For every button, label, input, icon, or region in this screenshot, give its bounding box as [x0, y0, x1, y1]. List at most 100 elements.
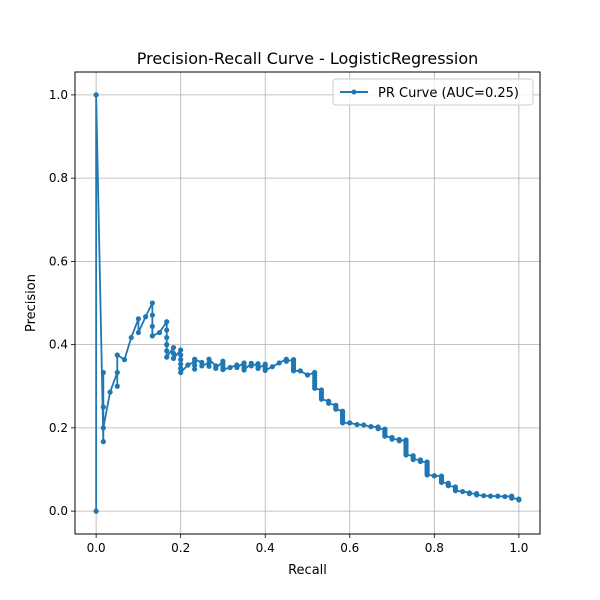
- y-tick-label: 0.6: [49, 254, 68, 268]
- pr-curve-point: [502, 493, 508, 500]
- pr-curve-point: [375, 426, 381, 432]
- pr-curve-point: [107, 389, 113, 395]
- pr-curve-point: [170, 355, 177, 361]
- pr-curve-point: [403, 452, 409, 458]
- pr-curve-point: [304, 372, 311, 378]
- pr-curve-point: [178, 369, 184, 376]
- legend-marker-sample: [351, 89, 357, 95]
- pr-curve-point: [318, 396, 325, 402]
- x-axis-label: Recall: [288, 563, 327, 578]
- pr-curve-point: [178, 352, 184, 358]
- pr-curve-point: [135, 329, 142, 336]
- pr-curve-point: [164, 342, 170, 348]
- pr-curve-point: [396, 438, 402, 444]
- pr-curve-point: [431, 473, 437, 479]
- pr-curve-point: [460, 488, 466, 495]
- y-tick-label: 0.4: [49, 338, 68, 352]
- pr-curve-point: [206, 356, 212, 362]
- pr-curve-point: [100, 404, 106, 410]
- y-axis-label: Precision: [24, 274, 39, 332]
- pr-curve-point: [121, 357, 128, 363]
- pr-curve-point: [466, 491, 472, 497]
- pr-curve-point: [149, 300, 155, 306]
- y-tick-label: 0.0: [49, 504, 68, 518]
- pr-curve-point: [361, 422, 367, 428]
- pr-curve-point: [192, 356, 198, 362]
- pr-curve-point: [339, 420, 346, 426]
- pr-curve-point: [128, 334, 134, 341]
- pr-curve-point: [100, 369, 106, 376]
- pr-curve-point: [354, 421, 360, 428]
- pr-curve-point: [164, 327, 170, 333]
- pr-curve-point: [164, 334, 170, 341]
- y-tick-label: 0.2: [49, 421, 68, 435]
- pr-curve-point: [445, 483, 451, 489]
- pr-curve-point: [389, 436, 395, 442]
- pr-curve-point: [178, 357, 184, 363]
- pr-curve-point: [347, 420, 353, 426]
- pr-curve-point: [509, 495, 515, 501]
- pr-curve-point: [248, 363, 254, 369]
- pr-curve-point: [213, 365, 219, 371]
- pr-curve-point: [149, 312, 155, 318]
- pr-curve-point: [156, 329, 163, 336]
- pr-curve-point: [326, 400, 332, 406]
- pr-curve-point: [333, 406, 339, 412]
- y-tick-label: 1.0: [49, 88, 68, 102]
- pr-curve-point: [143, 314, 149, 320]
- pr-curve-point: [114, 352, 120, 358]
- pr-curve-point: [178, 361, 184, 367]
- pr-curve-point: [100, 439, 106, 445]
- pr-curve-point: [262, 367, 268, 374]
- pr-curve-point: [312, 385, 318, 391]
- x-tick-label: 0.0: [87, 541, 106, 555]
- plot-frame: [74, 71, 541, 535]
- pr-curve-point: [192, 362, 198, 369]
- series-layer: [93, 92, 522, 514]
- pr-curve-point: [438, 479, 445, 485]
- x-tick-label: 0.6: [340, 541, 359, 555]
- pr-curve-point: [114, 369, 120, 376]
- pr-curve-point: [487, 493, 494, 499]
- pr-curve-point: [276, 360, 282, 366]
- pr-curve-point: [220, 366, 226, 373]
- pr-curve-point: [206, 363, 212, 369]
- pr-curve-point: [192, 366, 198, 372]
- pr-curve-point: [178, 347, 184, 353]
- x-tick-label: 1.0: [509, 541, 528, 555]
- pr-curve-point: [227, 364, 233, 371]
- pr-curve-point: [149, 333, 155, 339]
- pr-curve-point: [178, 365, 184, 371]
- pr-curve-point: [297, 368, 303, 374]
- x-tick-label: 0.4: [256, 541, 275, 555]
- ticks: 0.0 0.2 0.4 0.6 0.8 1.0 0.0 0.2 0.4 0.6 0.8 1.0: [49, 88, 529, 555]
- pr-curve-point: [290, 368, 297, 374]
- pr-curve-point: [164, 319, 170, 325]
- pr-curve-point: [382, 433, 388, 439]
- legend-label: PR Curve (AUC=0.25): [378, 86, 519, 101]
- y-tick-label: 0.8: [49, 171, 68, 185]
- pr-curve-point: [164, 348, 170, 354]
- pr-curve-point: [114, 383, 120, 389]
- pr-curve-point: [164, 354, 170, 360]
- pr-curve-point: [170, 350, 177, 356]
- pr-curve-point: [269, 364, 276, 370]
- pr-curve-point: [93, 92, 99, 98]
- x-tick-label: 0.8: [425, 541, 444, 555]
- pr-curve-point: [424, 472, 430, 478]
- pr-curve-point: [93, 508, 99, 514]
- pr-curve-point: [149, 323, 155, 329]
- pr-curve-point: [241, 367, 247, 373]
- grid: [75, 72, 540, 534]
- legend: PR Curve (AUC=0.25): [332, 78, 534, 106]
- pr-curve-point: [255, 365, 261, 371]
- pr-curve-point: [481, 493, 487, 499]
- pr-curve-point: [495, 493, 501, 499]
- pr-curve-point: [234, 364, 240, 371]
- legend-box: [332, 78, 534, 106]
- pr-curve-point: [199, 363, 205, 369]
- pr-curve-point: [283, 358, 289, 364]
- pr-curve-point: [100, 425, 106, 431]
